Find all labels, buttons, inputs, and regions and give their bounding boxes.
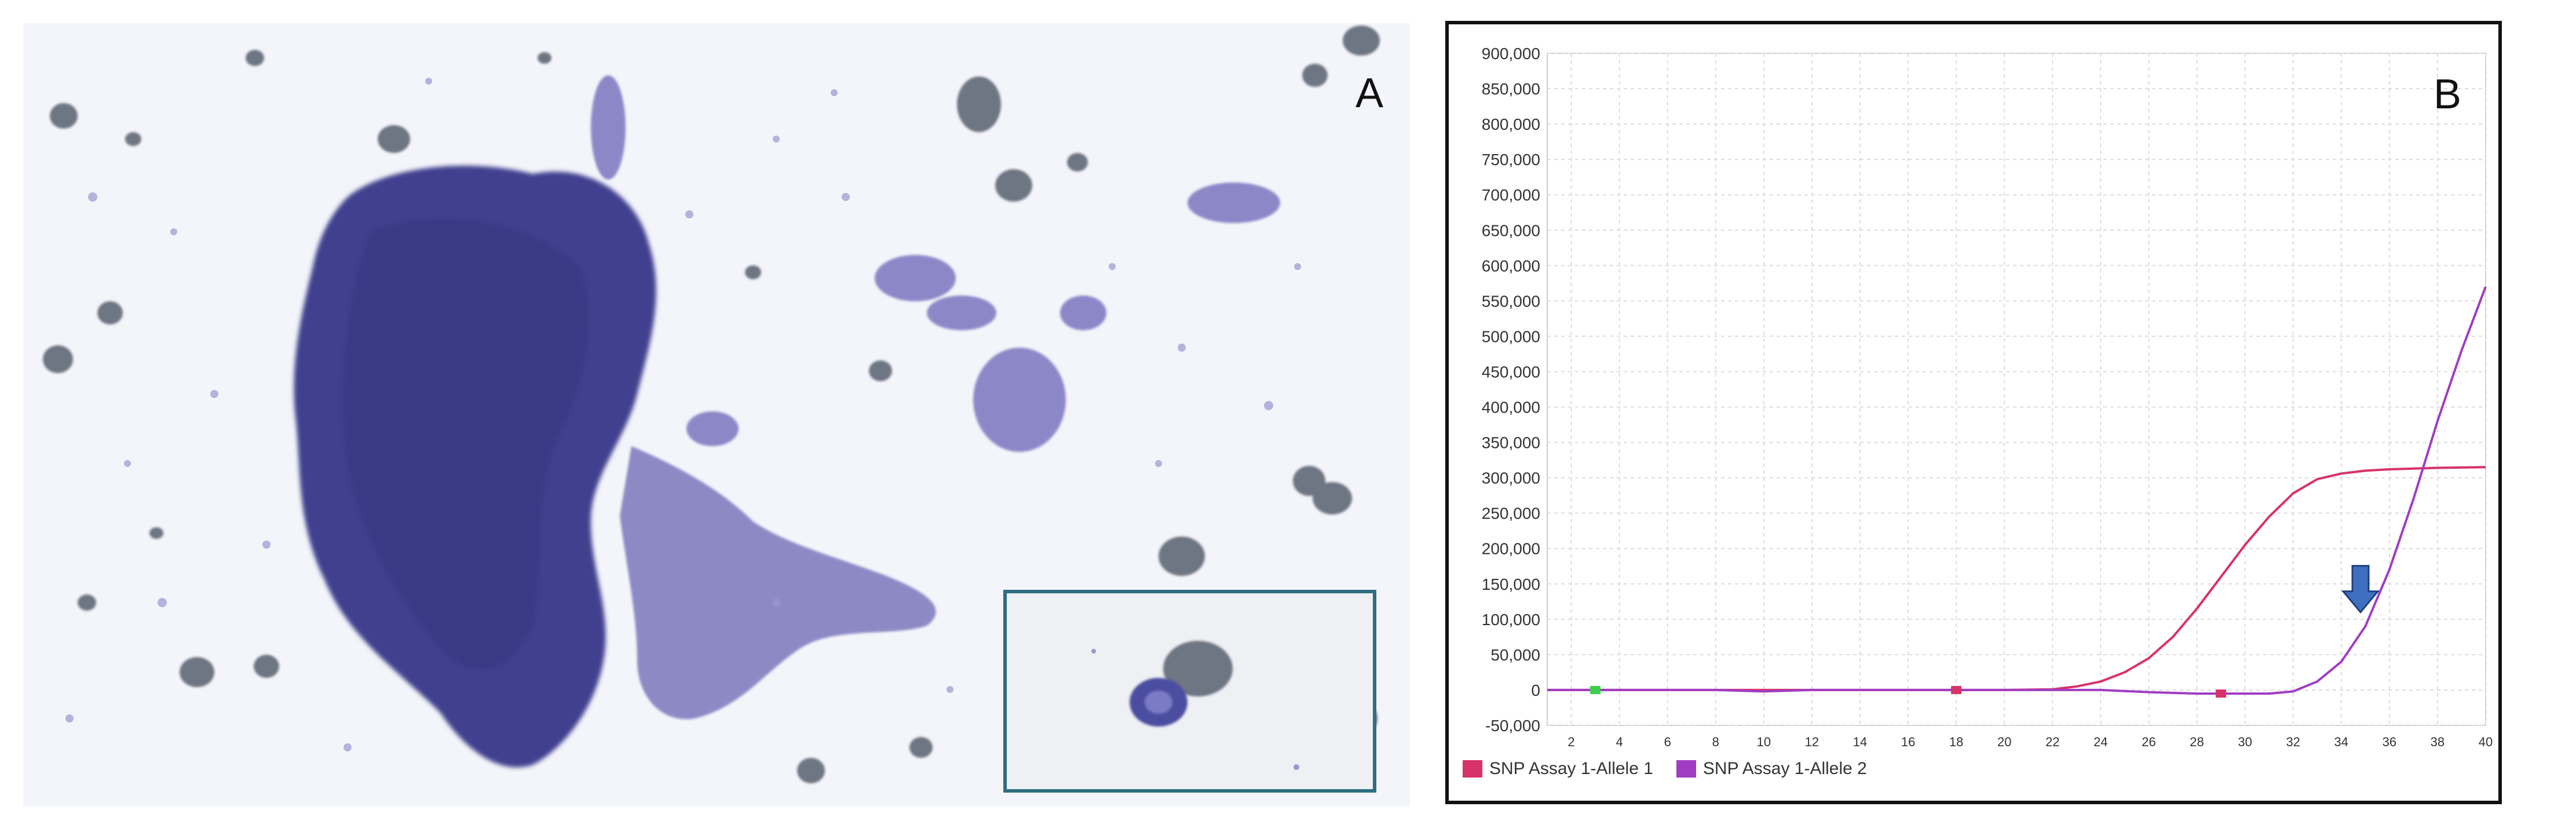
x-tick-label: 8 [1712,735,1719,749]
x-tick-label: 26 [2142,735,2155,749]
chart-legend: SNP Assay 1-Allele 1 SNP Assay 1-Allele … [1463,759,1867,779]
y-tick-label: 650,000 [1482,221,1540,239]
legend-swatch-allele2 [1676,760,1696,778]
legend-swatch-allele1 [1463,760,1482,778]
y-tick-label: 800,000 [1482,115,1540,133]
x-tick-label: 16 [1901,735,1915,749]
y-tick-label: 850,000 [1482,80,1540,98]
arrow-down-icon [2341,565,2380,614]
x-tick-label: 40 [2479,735,2493,749]
x-tick-label: 34 [2334,735,2348,749]
x-tick-label: 6 [1664,735,1671,749]
y-tick-label: 100,000 [1482,611,1540,629]
y-tick-label: 550,000 [1482,292,1540,310]
x-tick-label: 18 [1949,735,1963,749]
x-tick-label: 32 [2286,735,2300,749]
threshold-marker [1951,685,1962,694]
y-tick-label: 50,000 [1490,646,1540,664]
y-tick-label: 400,000 [1482,399,1540,417]
legend-label-allele1: SNP Assay 1-Allele 1 [1489,759,1653,778]
x-tick-label: 30 [2238,735,2252,749]
x-tick-label: 10 [1757,735,1771,749]
y-tick-label: 500,000 [1482,327,1540,345]
plot-area [1547,53,2486,726]
cell-sheet [620,446,936,720]
x-tick-label: 2 [1567,735,1574,749]
x-tick-label: 28 [2190,735,2204,749]
x-tick-label: 36 [2383,735,2396,749]
y-tick-label: 0 [1531,681,1540,699]
x-tick-label: 24 [2093,735,2107,749]
y-tick-label: 750,000 [1482,151,1540,169]
threshold-marker [2216,689,2227,698]
threshold-marker [1590,685,1601,694]
x-tick-label: 20 [1997,735,2011,749]
x-tick-label: 12 [1805,735,1819,749]
x-tick-label: 22 [2045,735,2059,749]
legend-label-allele2: SNP Assay 1-Allele 2 [1702,759,1867,778]
amplification-chart-panel: -50,000 0 50,000 100,000 150,000 200,000 250,0… [1445,21,2502,804]
amplification-chart: -50,000 0 50,000 100,000 150,000 200,000 250,0… [1482,45,2493,749]
x-tick-label: 38 [2431,735,2445,749]
legend-item-allele1: SNP Assay 1-Allele 1 [1463,759,1653,779]
inset-image [1091,641,1299,770]
y-tick-label: 700,000 [1482,186,1540,204]
x-tick-label: 14 [1853,735,1867,749]
y-tick-label: -50,000 [1485,717,1540,735]
magnified-inset [1003,590,1376,793]
cell-clusters-small [591,75,1280,452]
y-tick-label: 200,000 [1482,540,1540,558]
y-tick-label: 450,000 [1482,363,1540,381]
y-tick-label: 250,000 [1482,505,1540,523]
panel-label-b: B [2434,71,2462,118]
micrograph-image [43,25,1380,783]
y-tick-label: 150,000 [1482,575,1540,593]
panel-label-a: A [1355,70,1384,116]
y-tick-label: 600,000 [1482,257,1540,275]
micrograph-panel: A [23,23,1410,807]
y-tick-label: 300,000 [1482,469,1540,487]
x-tick-label: 4 [1616,735,1623,749]
y-tick-label: 900,000 [1482,45,1540,63]
y-tick-label: 350,000 [1482,434,1540,452]
legend-item-allele2: SNP Assay 1-Allele 2 [1676,759,1867,779]
